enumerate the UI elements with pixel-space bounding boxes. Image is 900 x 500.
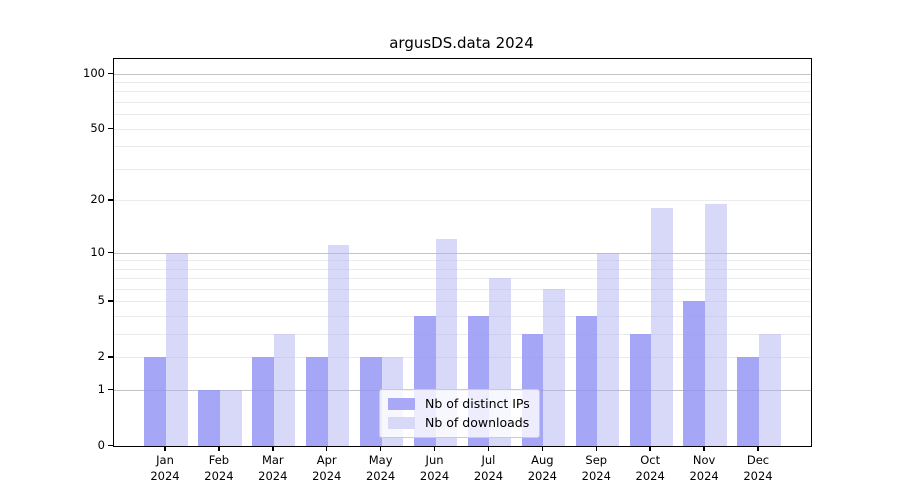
bar-downloads-mar xyxy=(273,334,296,446)
x-tick-label-feb: Feb 2024 xyxy=(204,453,234,483)
major-gridline xyxy=(114,252,811,254)
x-tick-mark xyxy=(595,446,597,451)
legend-item-distinct-ips: Nb of distinct IPs xyxy=(388,396,530,412)
x-tick-label-jan: Jan 2024 xyxy=(150,453,180,483)
legend-label-downloads: Nb of downloads xyxy=(425,415,530,430)
y-tick-label-20: 20 xyxy=(90,192,105,207)
minor-gridline xyxy=(114,114,811,116)
x-tick-label-oct: Oct 2024 xyxy=(635,453,665,483)
legend: Nb of distinct IPs Nb of downloads xyxy=(379,389,540,438)
bar-distinct-ips-may xyxy=(360,357,382,446)
x-tick-label-mar: Mar 2024 xyxy=(258,453,288,483)
x-tick-mark xyxy=(218,446,220,451)
bar-distinct-ips-dec xyxy=(737,357,759,446)
minor-gridline xyxy=(114,146,811,148)
y-tick-mark xyxy=(108,127,113,130)
y-tick-label-0: 0 xyxy=(97,438,105,452)
x-tick-label-jun: Jun 2024 xyxy=(419,453,450,483)
legend-label-distinct-ips: Nb of distinct IPs xyxy=(425,396,530,411)
y-tick-label-2: 2 xyxy=(97,349,105,364)
minor-gridline xyxy=(114,357,811,359)
y-tick-label-5: 5 xyxy=(97,293,105,308)
y-tick-label-50: 50 xyxy=(90,120,105,135)
y-tick-mark xyxy=(108,72,113,74)
x-tick-mark xyxy=(703,446,705,451)
minor-gridline xyxy=(114,260,811,262)
y-tick-mark xyxy=(108,389,113,391)
minor-gridline xyxy=(114,102,811,104)
bar-distinct-ips-jan xyxy=(144,357,166,446)
bar-distinct-ips-nov xyxy=(683,301,706,446)
y-tick-label-100: 100 xyxy=(83,65,105,80)
bar-distinct-ips-sep xyxy=(575,316,598,446)
x-tick-mark xyxy=(757,446,759,451)
x-tick-label-jul: Jul 2024 xyxy=(473,453,504,483)
x-tick-mark xyxy=(433,446,436,451)
x-tick-label-dec: Dec 2024 xyxy=(743,453,773,483)
bar-downloads-feb xyxy=(219,390,242,446)
y-tick-label-10: 10 xyxy=(90,244,105,259)
legend-swatch-distinct-ips-icon xyxy=(388,398,415,410)
x-tick-label-aug: Aug 2024 xyxy=(527,453,557,483)
minor-gridline xyxy=(114,334,811,336)
x-tick-mark xyxy=(541,446,544,451)
x-tick-mark xyxy=(272,446,274,451)
bar-downloads-sep xyxy=(597,252,619,446)
bar-distinct-ips-apr xyxy=(306,357,328,446)
bar-distinct-ips-oct xyxy=(629,334,652,446)
x-tick-mark xyxy=(326,446,328,451)
bar-downloads-oct xyxy=(651,208,673,446)
major-gridline xyxy=(114,73,811,75)
y-tick-mark xyxy=(108,445,113,447)
bar-distinct-ips-feb xyxy=(198,390,220,446)
x-tick-mark xyxy=(487,446,490,451)
minor-gridline xyxy=(114,278,811,280)
y-tick-mark xyxy=(108,300,113,302)
plot-area: Nb of distinct IPs Nb of downloads xyxy=(113,58,812,447)
y-tick-mark xyxy=(108,356,113,358)
x-tick-mark xyxy=(164,446,166,451)
x-tick-label-sep: Sep 2024 xyxy=(581,453,611,483)
x-tick-label-may: May 2024 xyxy=(365,453,396,483)
minor-gridline xyxy=(114,81,811,83)
bar-downloads-dec xyxy=(759,334,781,446)
minor-gridline xyxy=(114,128,811,130)
x-tick-label-apr: Apr 2024 xyxy=(312,453,342,483)
legend-swatch-downloads-icon xyxy=(388,417,415,429)
minor-gridline xyxy=(114,200,811,202)
y-tick-label-1: 1 xyxy=(97,382,105,397)
chart-title: argusDS.data 2024 xyxy=(389,34,534,52)
minor-gridline xyxy=(114,316,811,318)
minor-gridline xyxy=(114,168,811,170)
x-tick-label-nov: Nov 2024 xyxy=(689,453,719,483)
bar-downloads-aug xyxy=(543,288,565,446)
y-tick-mark xyxy=(108,251,113,253)
bar-downloads-apr xyxy=(327,245,350,446)
bar-downloads-nov xyxy=(705,204,727,446)
bar-distinct-ips-mar xyxy=(252,357,274,446)
x-tick-mark xyxy=(379,446,382,451)
minor-gridline xyxy=(114,268,811,270)
legend-item-downloads: Nb of downloads xyxy=(388,415,530,431)
x-tick-mark xyxy=(649,446,651,451)
minor-gridline xyxy=(114,288,811,290)
minor-gridline xyxy=(114,301,811,303)
y-tick-mark xyxy=(108,199,113,201)
minor-gridline xyxy=(114,91,811,93)
bar-downloads-jan xyxy=(166,252,188,446)
